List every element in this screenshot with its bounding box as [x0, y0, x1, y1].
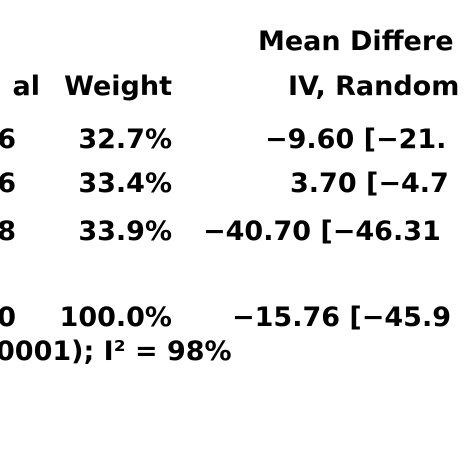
header-title: Mean Differe [258, 26, 454, 57]
weight-cell: 100.0% [60, 302, 172, 333]
md-cell: 3.70 [−4.7 [290, 168, 449, 199]
total-cell: 6 [0, 168, 16, 199]
weight-cell: 32.7% [78, 124, 172, 155]
column-header: Weight [64, 71, 172, 102]
weight-cell: 33.4% [78, 168, 172, 199]
column-header: IV, Random [288, 71, 459, 102]
md-cell: −9.60 [−21. [265, 124, 446, 155]
total-cell: 8 [0, 216, 16, 247]
total-cell: 6 [0, 124, 16, 155]
column-header: al [13, 71, 40, 102]
heterogeneity-note: 0001); I² = 98% [0, 336, 232, 367]
weight-cell: 33.9% [78, 216, 172, 247]
total-cell: 0 [0, 302, 16, 333]
md-cell: −40.70 [−46.31 [203, 216, 441, 247]
md-cell: −15.76 [−45.9 [232, 302, 451, 333]
